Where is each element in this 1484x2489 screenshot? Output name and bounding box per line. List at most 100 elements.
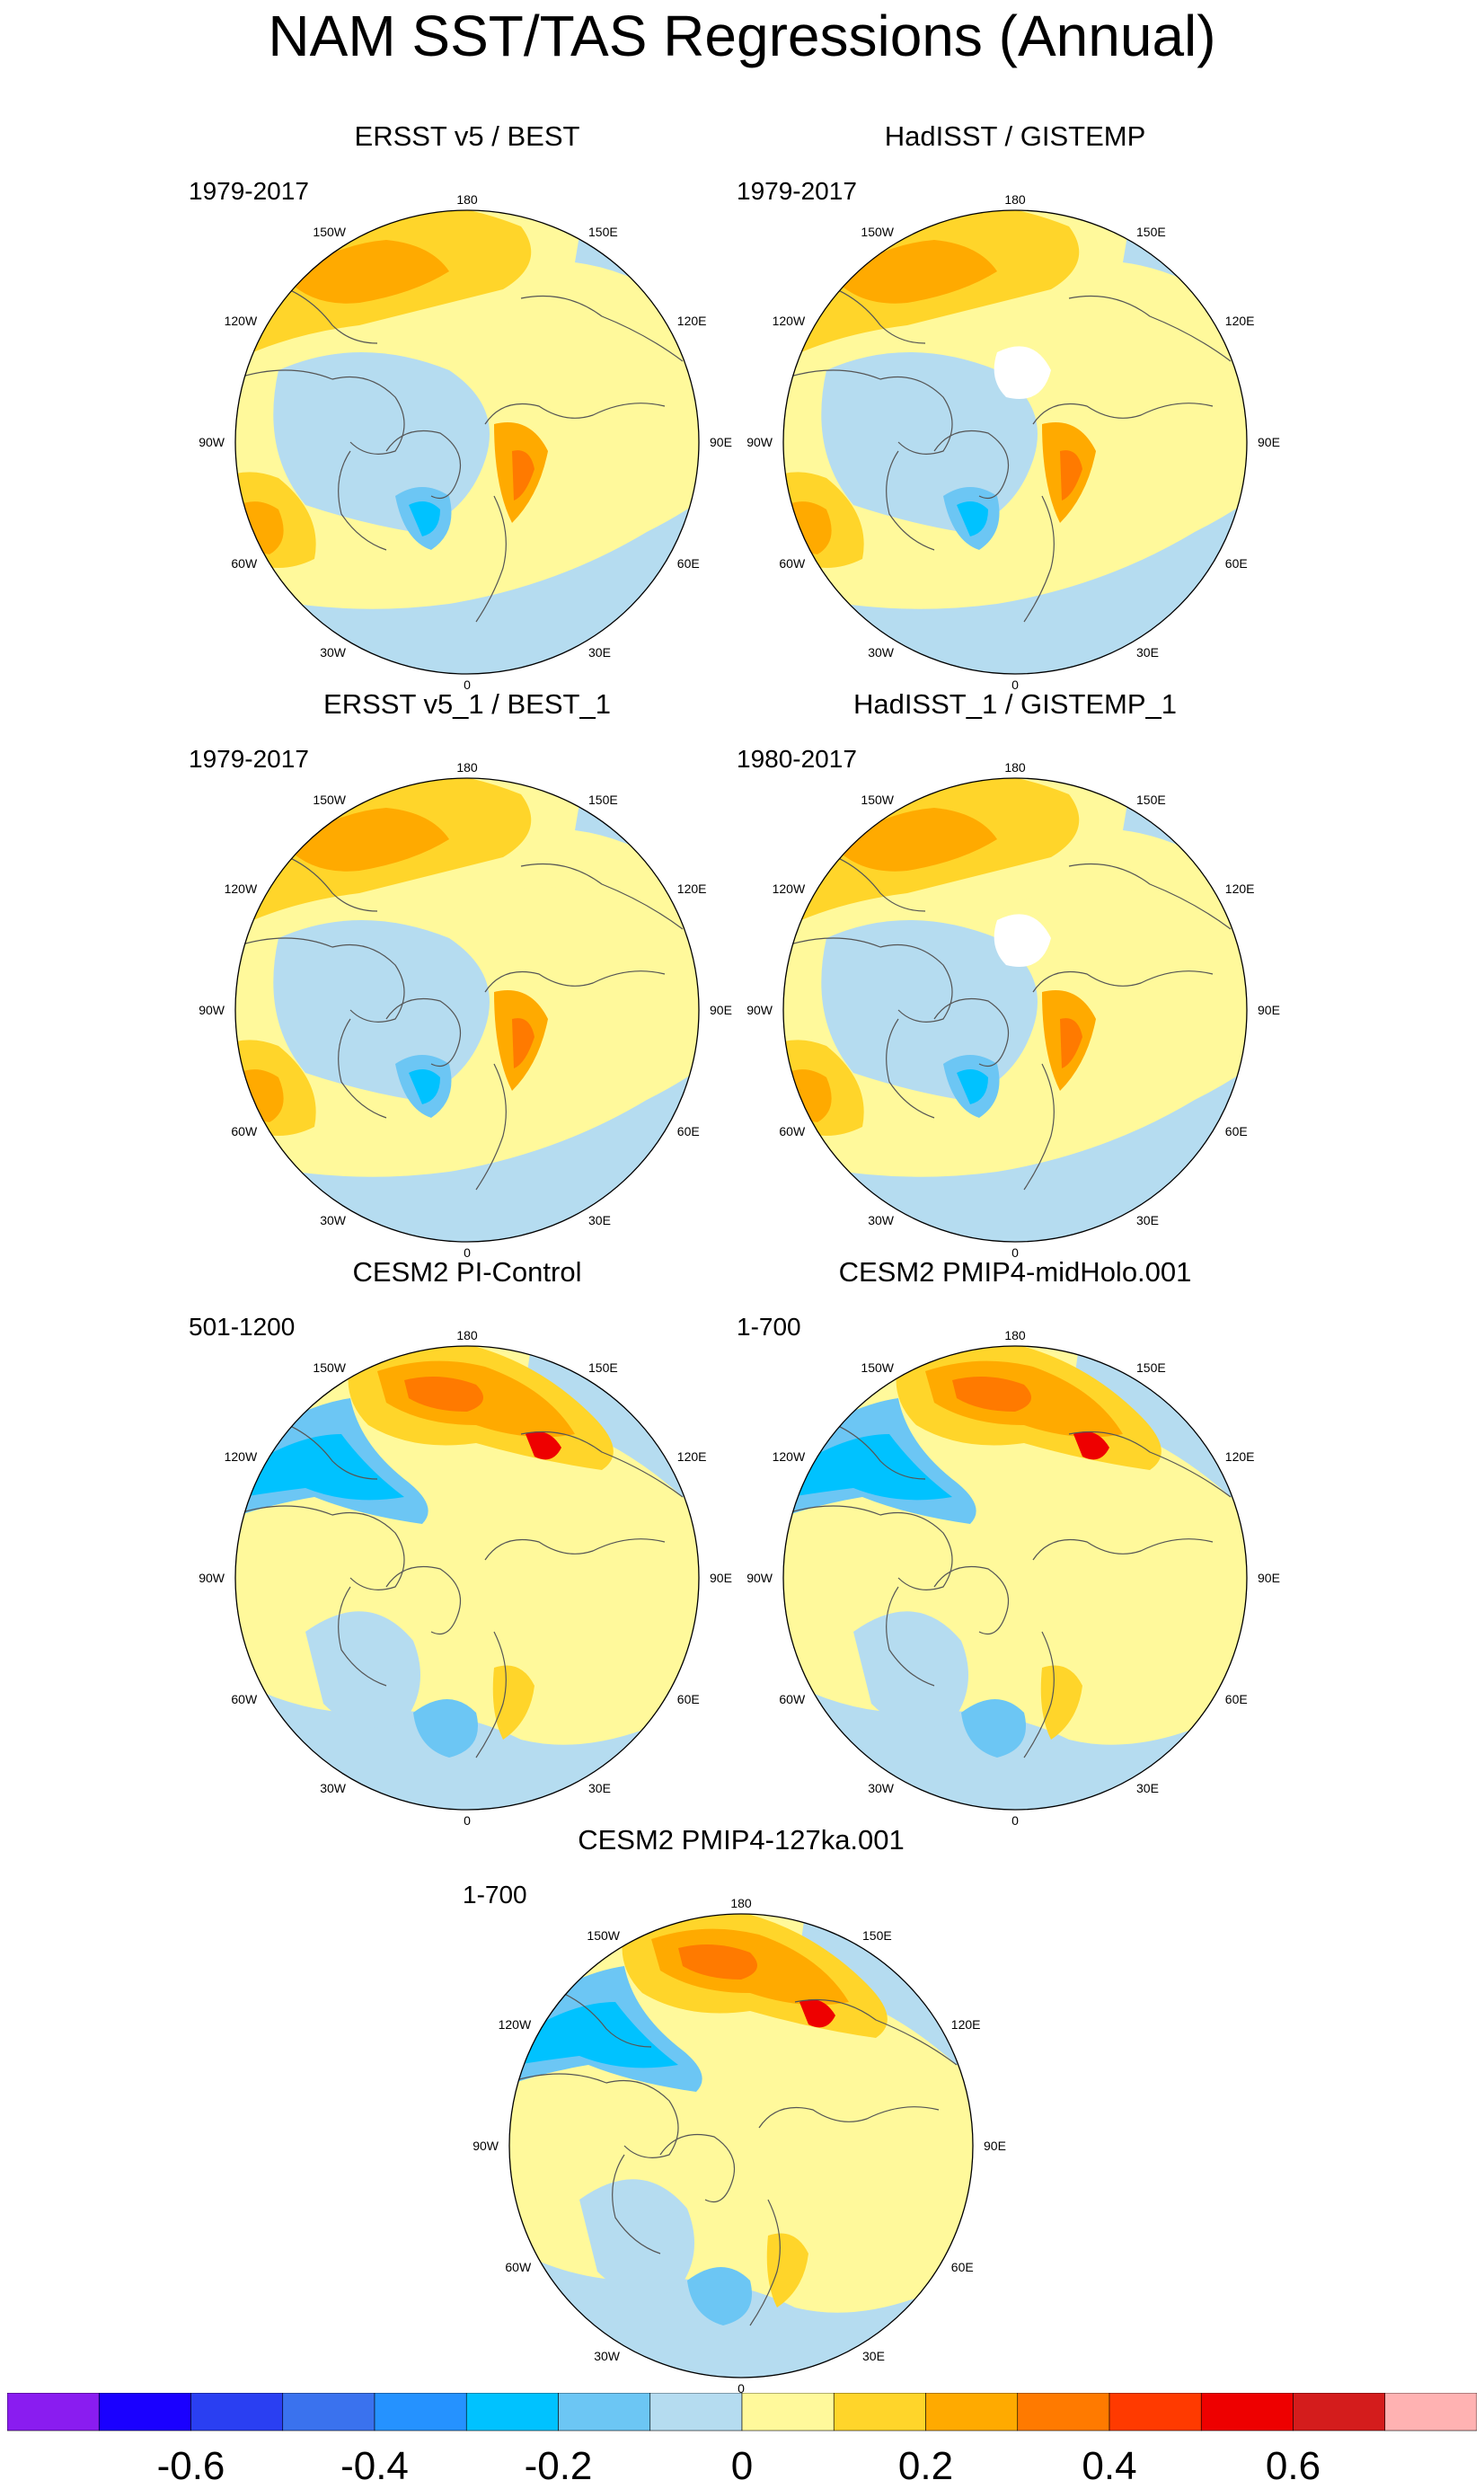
panel-title: HadISST_1 / GISTEMP_1 (852, 688, 1178, 720)
lon-label: 60E (1225, 1692, 1248, 1706)
lon-label: 150W (861, 793, 894, 807)
lon-label: 30W (868, 645, 895, 660)
colorbar-swatch (374, 2393, 467, 2431)
colorbar: -0.6 -0.4 -0.2 0 0.2 0.4 0.6 (7, 2393, 1477, 2488)
lon-label: 150E (1136, 1360, 1166, 1375)
lon-label: 90W (199, 435, 225, 449)
lon-label: 120E (951, 2017, 981, 2032)
field-positive-atlantic-inner (235, 1069, 284, 1122)
field-negative-core (957, 1069, 988, 1104)
lon-label: 150W (861, 225, 894, 239)
field-negative-labrador (413, 1699, 478, 1758)
lon-label: 180 (1004, 760, 1026, 775)
lon-label: 90E (1258, 1003, 1280, 1017)
field-positive-europe-core (1060, 1018, 1082, 1068)
lon-label: 90E (1258, 1571, 1280, 1585)
panel-title: CESM2 PMIP4-127ka.001 (578, 1824, 905, 1856)
lon-label: 30W (320, 645, 347, 660)
coastline (783, 369, 953, 455)
lon-label: 30W (320, 1781, 347, 1795)
lon-label: 60E (1225, 556, 1248, 571)
colorbar-swatch (1384, 2393, 1477, 2431)
panel-title: CESM2 PI-Control (352, 1256, 582, 1288)
coastline (520, 296, 684, 362)
colorbar-swatch (1109, 2393, 1202, 2431)
colorbar-swatch (98, 2393, 191, 2431)
field-positive-atlantic-inner (235, 501, 284, 554)
coastline (385, 997, 462, 1067)
map-field (783, 778, 1247, 1242)
colorbar-tick-label: 0 (731, 2444, 753, 2488)
coastline (385, 430, 462, 500)
panel-cesm2-picontrol: 180 150E 120E 90E 60E 30E 0 30W 60W 90W 120W 150W C… (180, 1256, 755, 1865)
lon-label: 30E (1136, 645, 1159, 660)
colorbar-tick-label: 0.6 (1266, 2444, 1321, 2488)
lon-label: 120E (1225, 314, 1255, 328)
field-negative-arctic (273, 920, 490, 1100)
lon-label: 150E (1136, 793, 1166, 807)
coastline (783, 937, 953, 1023)
field-positive-atlantic-inner (783, 1069, 832, 1122)
coastline (338, 1018, 387, 1119)
lon-label: 150E (588, 225, 618, 239)
coastline (475, 495, 507, 623)
coastline (758, 2106, 940, 2129)
lon-label: 180 (730, 1896, 752, 1910)
field-positive-pacific-core (952, 1377, 1031, 1412)
lon-label: 90W (473, 2139, 499, 2153)
lon-label: 120W (773, 314, 806, 328)
colorbar-swatch (649, 2393, 743, 2431)
lon-label: 150E (588, 793, 618, 807)
field-negative-greenland (853, 1611, 968, 1728)
lon-label: 120E (1225, 1449, 1255, 1464)
coastline (484, 970, 666, 993)
lon-label: 60E (1225, 1124, 1248, 1138)
panel-ersst-best-1: 180 150E 120E 90E 60E 30E 0 30W 60W 90W 120W 150W E… (180, 688, 755, 1298)
lon-label: 60W (779, 1124, 806, 1138)
coastline (794, 1999, 958, 2066)
lon-label: 120W (225, 314, 258, 328)
map-field (235, 1346, 699, 1810)
lon-label: 0 (464, 1813, 471, 1828)
coastline (509, 2073, 679, 2158)
coastline (235, 1505, 405, 1590)
lon-label: 120W (773, 1449, 806, 1464)
lon-label: 60W (231, 1124, 258, 1138)
field-missing-arctic (994, 914, 1051, 967)
coastline (475, 1631, 507, 1758)
field-positive-siberia (526, 1431, 561, 1460)
panel-hadisst-gistemp: 180 150E 120E 90E 60E 30E 0 30W 60W 90W 120W 150W H… (728, 120, 1303, 730)
map-border (234, 1345, 700, 1811)
lon-label: 120E (677, 881, 707, 896)
coastline (385, 1565, 462, 1635)
field-positive-europe (492, 1665, 534, 1740)
field-negative-arctic (821, 920, 1038, 1100)
field-positive-pacific-core (404, 1377, 483, 1412)
colorbar-swatch (465, 2393, 559, 2431)
coastline (612, 2154, 661, 2254)
lon-label: 120W (225, 1449, 258, 1464)
coastline (484, 403, 666, 425)
coastline (1068, 864, 1232, 930)
field-negative-core (409, 1069, 440, 1104)
coastline (1068, 296, 1232, 362)
lon-label: 150W (313, 1360, 346, 1375)
field-negative-core (791, 1434, 952, 1501)
panel-cesm2-midholo: 180 150E 120E 90E 60E 30E 0 30W 60W 90W 120W 150W C… (728, 1256, 1303, 1865)
polar-map: 180 150E 120E 90E 60E 30E 0 30W 60W 90W 120W 150W (746, 192, 1280, 692)
colorbar-tick-label: -0.4 (340, 2444, 409, 2488)
field-negative-core (409, 501, 440, 536)
panel-title: HadISST / GISTEMP (884, 120, 1146, 152)
colorbar-swatch (1200, 2393, 1294, 2431)
panel-period: 1979-2017 (737, 177, 857, 205)
panel-period: 1980-2017 (737, 745, 857, 773)
lon-label: 90W (746, 1571, 773, 1585)
field-negative-arctic (273, 352, 490, 532)
lon-label: 150E (588, 1360, 618, 1375)
panel-hadisst-gistemp-1: 180 150E 120E 90E 60E 30E 0 30W 60W 90W 120W 150W H… (728, 688, 1303, 1298)
polar-map: 180 150E 120E 90E 60E 30E 0 30W 60W 90W 120W 150W (746, 760, 1280, 1260)
coastline (1023, 1631, 1055, 1758)
field-positive-europe (1040, 1665, 1082, 1740)
field-negative-greenland (579, 2179, 694, 2296)
lon-label: 30W (320, 1213, 347, 1227)
